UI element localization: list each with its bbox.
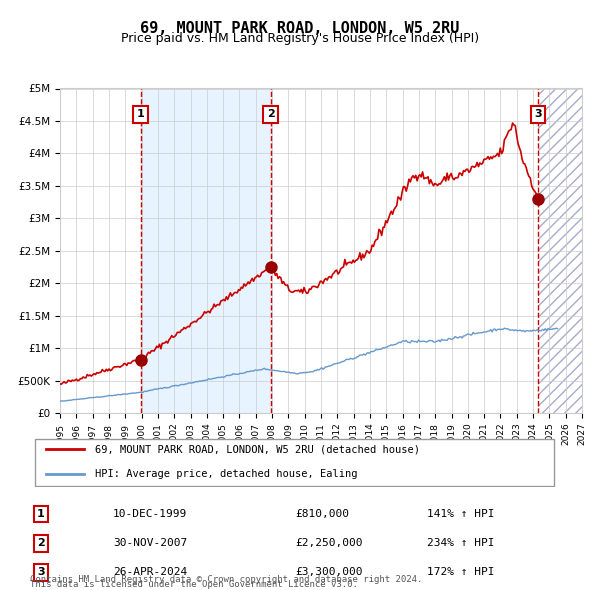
Text: Price paid vs. HM Land Registry's House Price Index (HPI): Price paid vs. HM Land Registry's House … [121, 32, 479, 45]
Text: 30-NOV-2007: 30-NOV-2007 [113, 538, 187, 548]
FancyBboxPatch shape [35, 438, 554, 486]
Text: 3: 3 [37, 568, 45, 578]
Text: £810,000: £810,000 [295, 509, 349, 519]
Text: 69, MOUNT PARK ROAD, LONDON, W5 2RU (detached house): 69, MOUNT PARK ROAD, LONDON, W5 2RU (det… [95, 444, 420, 454]
Text: £3,300,000: £3,300,000 [295, 568, 362, 578]
Text: 3: 3 [535, 110, 542, 119]
Text: 234% ↑ HPI: 234% ↑ HPI [427, 538, 495, 548]
Text: 2: 2 [267, 110, 274, 119]
Bar [538, 88, 582, 413]
Text: 26-APR-2024: 26-APR-2024 [113, 568, 187, 578]
Text: 1: 1 [37, 509, 45, 519]
Text: 1: 1 [137, 110, 145, 119]
Text: 69, MOUNT PARK ROAD, LONDON, W5 2RU: 69, MOUNT PARK ROAD, LONDON, W5 2RU [140, 21, 460, 35]
Text: HPI: Average price, detached house, Ealing: HPI: Average price, detached house, Eali… [95, 469, 358, 479]
Bar [140, 88, 271, 413]
Text: This data is licensed under the Open Government Licence v3.0.: This data is licensed under the Open Gov… [30, 580, 358, 589]
Text: 141% ↑ HPI: 141% ↑ HPI [427, 509, 495, 519]
Bar [538, 88, 582, 413]
Text: Contains HM Land Registry data © Crown copyright and database right 2024.: Contains HM Land Registry data © Crown c… [30, 575, 422, 584]
Text: 172% ↑ HPI: 172% ↑ HPI [427, 568, 495, 578]
Text: 10-DEC-1999: 10-DEC-1999 [113, 509, 187, 519]
Text: £2,250,000: £2,250,000 [295, 538, 362, 548]
Text: 2: 2 [37, 538, 45, 548]
